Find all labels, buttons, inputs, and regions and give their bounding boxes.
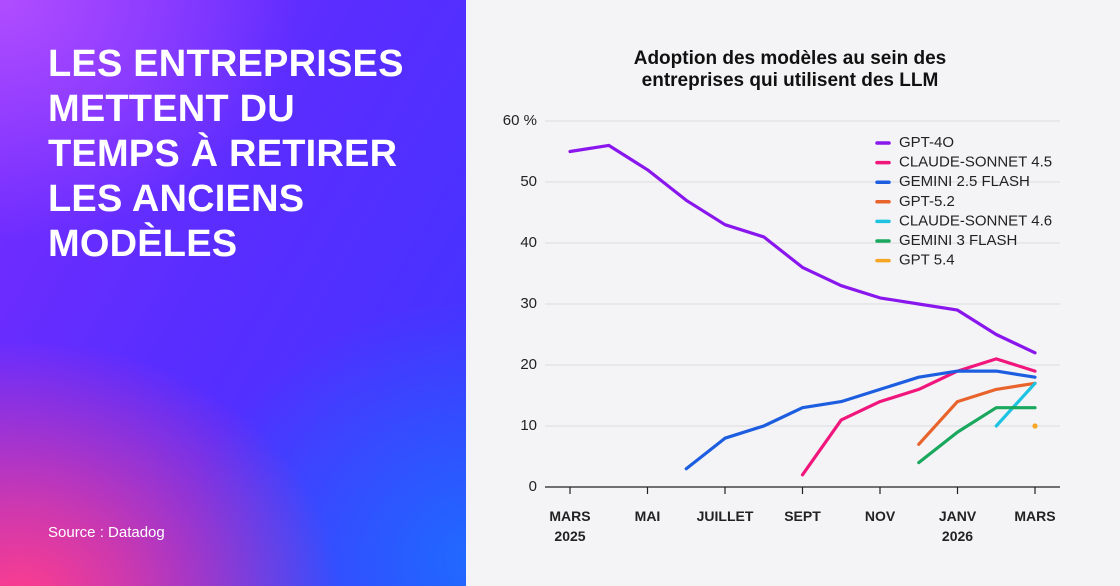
x-tick-label: MARS 2025: [549, 508, 591, 544]
y-tick-label: 30: [520, 295, 537, 312]
x-tick-label: JUILLET: [696, 508, 754, 524]
headline: LES ENTREPRISES METTENT DU TEMPS À RETIR…: [48, 43, 404, 265]
series-line: [917, 381, 1037, 446]
y-tick-label: 0: [529, 478, 537, 495]
legend-label: GPT-4O: [899, 134, 954, 151]
x-tick-label: NOV: [864, 508, 896, 524]
x-tick-label: MAI: [634, 508, 661, 524]
legend-label: CLAUDE-SONNET 4.6: [899, 212, 1052, 229]
series-line: [684, 369, 1037, 471]
x-tick-label: MARS: [1014, 508, 1056, 524]
left-panel: LES ENTREPRISES METTENT DU TEMPS À RETIR…: [0, 0, 466, 586]
y-tick-label: 40: [520, 234, 537, 251]
legend-label: GEMINI 2.5 FLASH: [899, 173, 1030, 190]
legend-label: GPT 5.4: [899, 252, 955, 269]
series-line: [800, 357, 1037, 477]
x-tick-label: SEPT: [784, 508, 821, 524]
series-line: [917, 406, 1037, 465]
legend-label: CLAUDE-SONNET 4.5: [899, 154, 1052, 171]
y-tick-label: 60 %: [503, 112, 537, 129]
chart-title: Adoption des modèles au sein des entrepr…: [633, 48, 947, 91]
source: Source : Datadog: [48, 524, 165, 541]
legend-label: GPT-5.2: [899, 193, 955, 210]
legend-label: GEMINI 3 FLASH: [899, 232, 1017, 249]
series-line: [994, 381, 1037, 428]
series-line: [568, 143, 1037, 355]
y-tick-label: 50: [520, 173, 537, 190]
x-tick-label: JANV 2026: [938, 508, 977, 544]
y-tick-label: 20: [520, 356, 537, 373]
y-tick-label: 10: [520, 417, 537, 434]
line-point: [1032, 423, 1038, 429]
